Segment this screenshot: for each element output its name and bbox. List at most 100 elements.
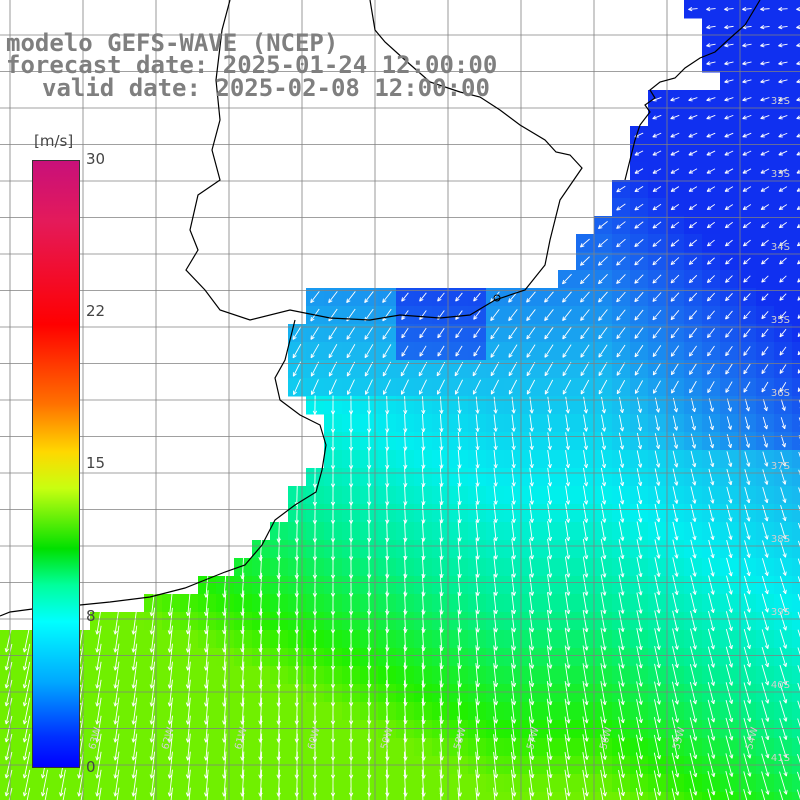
wind-arrow (562, 309, 572, 321)
wind-arrow (618, 716, 625, 742)
wind-arrow (580, 291, 590, 303)
wind-arrow (707, 735, 716, 759)
wind-arrow (385, 396, 390, 415)
wind-arrow (580, 273, 590, 285)
wind-arrow (600, 503, 607, 523)
wind-arrow (600, 467, 607, 487)
wind-arrow (490, 379, 500, 395)
wind-arrow (797, 629, 800, 638)
wind-arrow (616, 238, 626, 248)
wind-arrow (95, 769, 102, 797)
wind-arrow (547, 521, 553, 542)
wind-arrow (616, 309, 626, 321)
wind-arrow (439, 787, 442, 800)
wind-arrow (598, 221, 608, 230)
wind-arrow (511, 698, 517, 724)
wind-arrow (167, 769, 173, 797)
wind-arrow (707, 788, 712, 800)
wind-arrow (582, 609, 589, 633)
wind-arrow (670, 150, 680, 156)
wind-arrow (529, 663, 535, 688)
wind-arrow (439, 396, 444, 414)
wind-arrow (260, 787, 263, 800)
wind-arrow (689, 363, 697, 375)
wind-arrow (311, 379, 319, 395)
wind-arrow (457, 414, 462, 432)
wind-arrow (724, 132, 734, 138)
wind-arrow (779, 664, 788, 686)
wind-arrow (529, 609, 535, 633)
wind-arrow (618, 770, 625, 797)
wind-arrow (528, 716, 535, 742)
wind-arrow (511, 396, 516, 414)
wind-arrow (528, 680, 535, 706)
wind-arrow (762, 469, 769, 485)
wind-arrow (708, 575, 715, 595)
wind-arrow (688, 132, 698, 138)
wind-arrow (779, 771, 788, 795)
wind-arrow (529, 503, 534, 523)
wind-arrow (725, 771, 734, 796)
wind-arrow (654, 450, 661, 468)
wind-arrow (653, 788, 658, 800)
wind-arrow (616, 203, 626, 211)
wind-arrow (600, 538, 607, 560)
wind-arrow (779, 311, 787, 319)
wind-arrow (743, 363, 751, 375)
wind-arrow (725, 735, 734, 759)
wind-arrow (708, 593, 715, 613)
colorbar (32, 160, 80, 768)
wind-arrow (671, 699, 679, 723)
wind-arrow (725, 345, 733, 357)
wind-arrow (562, 291, 572, 303)
wind-arrow (797, 611, 800, 620)
wind-arrow (546, 627, 553, 651)
wind-arrow (475, 520, 480, 542)
wind-arrow (131, 715, 138, 743)
wind-arrow (544, 344, 554, 358)
wind-arrow (634, 344, 644, 358)
wind-arrow (511, 663, 517, 688)
lat-label: 39S (771, 607, 790, 618)
wind-arrow (671, 770, 680, 796)
wind-arrow (546, 645, 553, 669)
wind-arrow (600, 698, 607, 724)
wind-arrow (654, 503, 661, 523)
wind-arrow (8, 787, 13, 800)
wind-arrow (600, 716, 607, 742)
wind-arrow (743, 735, 752, 759)
wind-arrow (760, 204, 770, 210)
wind-arrow (706, 204, 716, 211)
wind-arrow (547, 396, 552, 414)
wind-arrow (706, 97, 716, 102)
wind-arrow (779, 647, 788, 668)
wind-arrow (562, 273, 572, 285)
wind-arrow (708, 486, 715, 504)
lat-label: 34S (771, 242, 790, 253)
wind-arrow (672, 592, 679, 614)
wind-arrow (98, 787, 102, 800)
wind-arrow (131, 733, 138, 761)
wind-arrow (634, 203, 644, 211)
wind-arrow (725, 664, 733, 686)
wind-arrow (149, 679, 156, 707)
wind-arrow (401, 327, 409, 339)
wind-arrow (780, 540, 787, 558)
wind-arrow (636, 610, 643, 632)
wind-arrow (403, 787, 406, 800)
wind-arrow (761, 381, 769, 393)
wind-arrow (598, 273, 608, 285)
wind-arrow (743, 575, 751, 595)
wind-arrow (113, 769, 120, 797)
wind-arrow (618, 645, 625, 669)
wind-arrow (725, 381, 733, 393)
wind-arrow (652, 292, 662, 302)
wind-arrow (670, 239, 680, 247)
wind-arrow (742, 150, 752, 156)
wind-arrow (690, 521, 697, 541)
wind-arrow (579, 238, 590, 248)
wind-arrow (618, 556, 625, 578)
wind-arrow (364, 326, 374, 340)
wind-arrow (707, 381, 715, 394)
wind-arrow (690, 504, 697, 522)
